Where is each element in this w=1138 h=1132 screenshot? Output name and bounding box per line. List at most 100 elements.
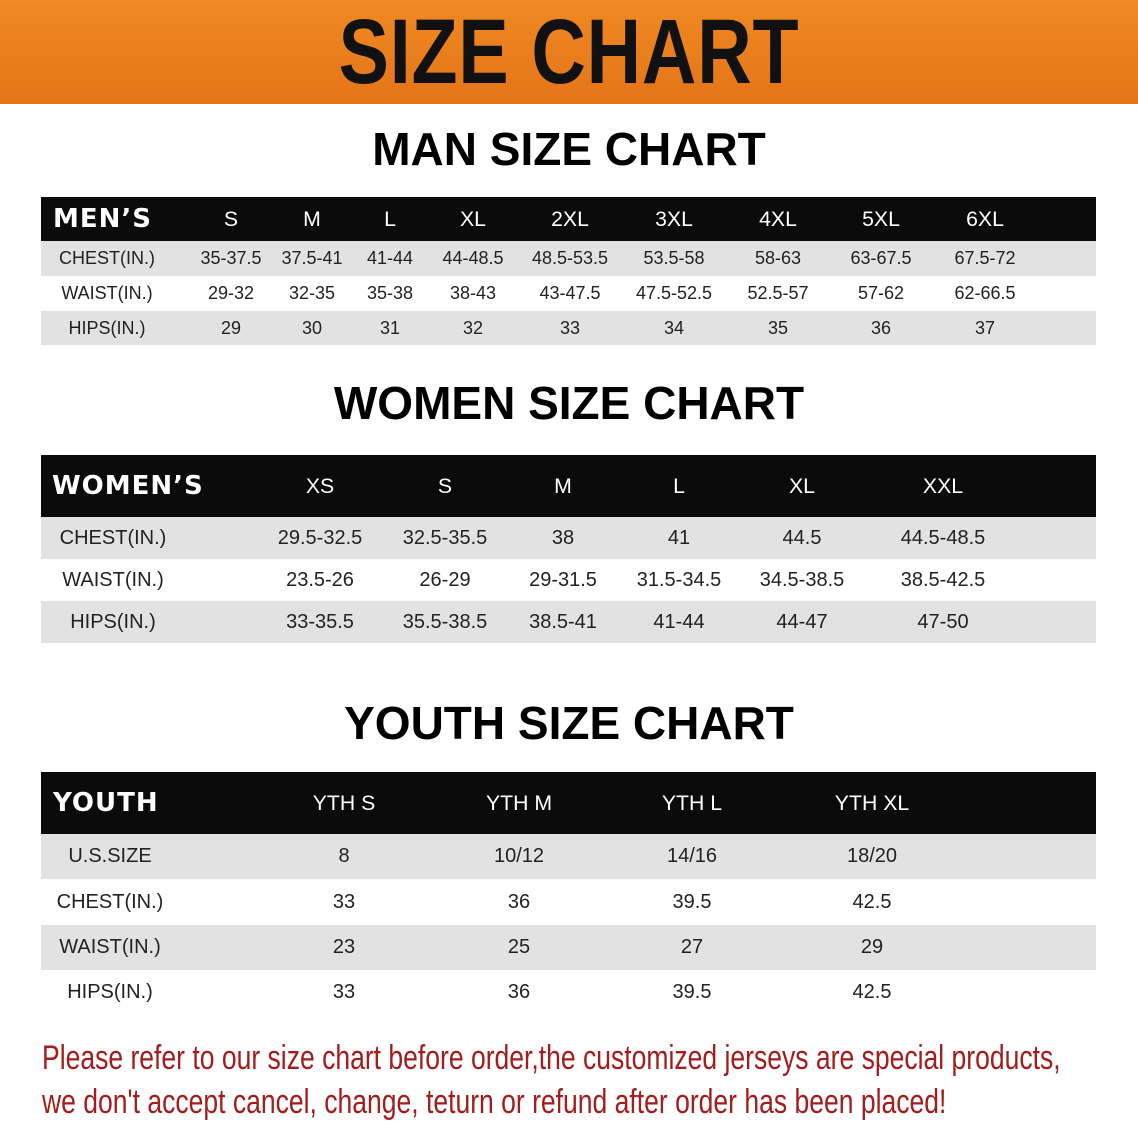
measurement-value: 41-44 [366, 248, 414, 268]
women-size-table: WOMEN’S XS S M L XL XXL CHEST(IN.) 29.5-32.5 32.5… [41, 455, 1096, 644]
measurement-label: WAIST(IN.) [59, 936, 161, 958]
measurement-value: 26-29 [419, 568, 471, 591]
measurement-value: 41-44 [653, 610, 705, 633]
measurement-value: 27 [680, 936, 704, 958]
measurement-value: 57-62 [857, 283, 905, 303]
women-size-header: XXL [922, 473, 964, 498]
measurement-value: 37.5-41 [281, 248, 343, 268]
measurement-value: 25 [507, 936, 531, 958]
banner: SIZE CHART [0, 0, 1138, 104]
youth-table-row: CHEST(IN.) 33 36 39.5 42.5 [41, 879, 1096, 925]
women-header-row: WOMEN’S XS S M L XL XXL [41, 455, 1096, 517]
men-table-row: HIPS(IN.) 29 30 31 32 33 34 35 36 37 [41, 311, 1096, 345]
men-header-row: MEN’S S M L XL 2XL 3XL 4XL 5XL 6XL [41, 197, 1096, 241]
measurement-value: 44.5 [782, 526, 822, 549]
measurement-value: 33-35.5 [286, 610, 354, 633]
measurement-value: 31 [379, 317, 401, 338]
measurement-label: HIPS(IN.) [70, 610, 156, 633]
measurement-value: 29.5-32.5 [277, 526, 363, 549]
measurement-value: 35-37.5 [200, 248, 262, 268]
measurement-value: 10/12 [493, 845, 545, 867]
youth-table-row: HIPS(IN.) 33 36 39.5 42.5 [41, 970, 1096, 1015]
measurement-label: CHEST(IN.) [59, 526, 167, 549]
measurement-label: WAIST(IN.) [62, 568, 164, 591]
men-header-label: MEN’S [53, 204, 152, 234]
measurement-value: 30 [301, 317, 323, 338]
women-table-row: CHEST(IN.) 29.5-32.5 32.5-35.5 38 41 44.5 44.5… [41, 517, 1096, 559]
women-size-header: S [437, 473, 453, 498]
measurement-label: CHEST(IN.) [56, 890, 164, 913]
men-size-header: L [384, 206, 396, 231]
measurement-value: 42.5 [852, 981, 892, 1003]
measurement-value: 38.5-42.5 [900, 568, 986, 591]
youth-size-header: YTH M [485, 790, 553, 815]
measurement-value: 38-43 [449, 283, 497, 303]
youth-size-table: YOUTH YTH S YTH M YTH L YTH XL U.S.SIZE 8 10/12… [41, 772, 1096, 1015]
measurement-value: 44-47 [776, 610, 828, 633]
men-table-row: CHEST(IN.) 35-37.5 37.5-41 41-44 44-48.5 48.5… [41, 241, 1096, 276]
measurement-value: 23 [332, 936, 356, 958]
notice-line-2: we don't accept cancel, change, teturn o… [42, 1083, 947, 1121]
measurement-value: 37 [974, 317, 996, 338]
measurement-value: 38.5-41 [529, 610, 597, 633]
youth-header-label: YOUTH [53, 788, 159, 818]
notice-line-1: Please refer to our size chart before or… [42, 1039, 1061, 1077]
youth-section-title: YOUTH SIZE CHART [344, 697, 794, 749]
measurement-value: 29-32 [207, 283, 255, 303]
measurement-value: 23.5-26 [286, 568, 354, 591]
men-table-row: WAIST(IN.) 29-32 32-35 35-38 38-43 43-47.5 47.… [41, 276, 1096, 311]
measurement-value: 47.5-52.5 [635, 283, 713, 303]
measurement-value: 48.5-53.5 [531, 248, 609, 268]
measurement-value: 33 [332, 890, 356, 913]
measurement-value: 52.5-57 [747, 283, 809, 303]
banner-title: SIZE CHART [338, 1, 800, 103]
measurement-value: 14/16 [666, 845, 718, 867]
measurement-value: 35.5-38.5 [402, 610, 488, 633]
men-section-title: MAN SIZE CHART [372, 123, 766, 175]
measurement-value: 43-47.5 [539, 283, 601, 303]
measurement-label: U.S.SIZE [68, 845, 152, 867]
measurement-value: 44-48.5 [442, 248, 504, 268]
measurement-label: HIPS(IN.) [67, 981, 153, 1003]
men-size-header: 4XL [759, 206, 797, 231]
men-size-header: XL [460, 206, 486, 231]
measurement-value: 33 [332, 981, 356, 1003]
measurement-value: 39.5 [672, 890, 712, 913]
measurement-value: 47-50 [917, 610, 969, 633]
measurement-value: 62-66.5 [954, 283, 1016, 303]
women-size-header: XS [305, 473, 335, 498]
measurement-value: 29 [220, 317, 242, 338]
measurement-value: 34 [663, 317, 685, 338]
men-size-header: S [223, 206, 239, 231]
men-size-header: 5XL [862, 206, 900, 231]
youth-header-row: YOUTH YTH S YTH M YTH L YTH XL [41, 772, 1096, 834]
measurement-value: 33 [559, 317, 581, 338]
measurement-value: 38 [551, 526, 575, 549]
youth-table-row: U.S.SIZE 8 10/12 14/16 18/20 [41, 834, 1096, 879]
men-size-header: 3XL [655, 206, 693, 231]
measurement-value: 36 [507, 981, 531, 1003]
measurement-value: 63-67.5 [850, 248, 912, 268]
measurement-label: HIPS(IN.) [68, 317, 146, 338]
women-section-title: WOMEN SIZE CHART [333, 377, 805, 429]
measurement-value: 32.5-35.5 [402, 526, 488, 549]
men-size-table: MEN’S S M L XL 2XL 3XL 4XL 5XL 6XL CHEST(IN.) 35-37… [41, 197, 1096, 345]
measurement-value: 58-63 [754, 248, 802, 268]
women-size-header: M [554, 473, 572, 498]
measurement-value: 32 [462, 317, 484, 338]
women-size-header: L [673, 473, 685, 498]
measurement-value: 39.5 [672, 981, 712, 1003]
measurement-value: 42.5 [852, 890, 892, 913]
women-table-row: WAIST(IN.) 23.5-26 26-29 29-31.5 31.5-34.5 34… [41, 559, 1096, 601]
measurement-value: 36 [507, 890, 531, 913]
youth-table-row: WAIST(IN.) 23 25 27 29 [41, 925, 1096, 970]
measurement-value: 41 [667, 526, 691, 549]
measurement-value: 35 [767, 317, 789, 338]
measurement-value: 8 [338, 845, 350, 867]
measurement-value: 34.5-38.5 [759, 568, 845, 591]
measurement-label: WAIST(IN.) [61, 283, 153, 303]
measurement-value: 53.5-58 [643, 248, 705, 268]
measurement-value: 44.5-48.5 [900, 526, 986, 549]
measurement-value: 18/20 [846, 845, 898, 867]
measurement-value: 36 [870, 317, 892, 338]
